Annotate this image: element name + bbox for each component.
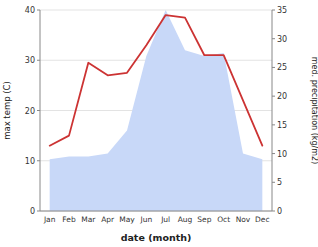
y2-tick-label: 35 (277, 6, 287, 15)
axis-line (40, 211, 272, 212)
y2-tick (272, 211, 275, 212)
grid-line (40, 10, 272, 11)
x-tick-label: Sep (197, 215, 211, 224)
x-tick-label: Dec (255, 215, 270, 224)
precipitation-area (50, 10, 263, 211)
x-tick-label: Apr (101, 215, 115, 224)
y2-axis-title: med. precipitation (kg/m2) (310, 57, 318, 164)
y-tick (37, 60, 40, 61)
y2-tick-label: 25 (277, 63, 287, 72)
y-tick (37, 110, 40, 111)
y-axis-title: max temp (C) (2, 81, 12, 140)
y-tick-label: 30 (25, 56, 35, 65)
y2-tick (272, 38, 275, 39)
grid (40, 10, 272, 211)
x-tick-label: Aug (178, 215, 193, 224)
y-tick-label: 40 (25, 6, 35, 15)
x-tick-label: May (119, 215, 135, 224)
y2-tick (272, 182, 275, 183)
x-tick-label: Mar (81, 215, 96, 224)
y2-tick (272, 153, 275, 154)
y2-tick (272, 67, 275, 68)
y-tick (37, 211, 40, 212)
y2-tick-label: 15 (277, 121, 287, 130)
chart: 0 10 20 30 40 0 5 10 15 20 25 30 35 Jan Feb Mar Apr May Ju… (0, 0, 318, 247)
y-tick-label: 10 (25, 157, 35, 166)
y2-tick-label: 20 (277, 92, 287, 101)
x-tick-label: Jul (160, 215, 170, 224)
y2-tick (272, 96, 275, 97)
x-axis-title: date (month) (121, 232, 192, 243)
temperature-line (50, 15, 263, 146)
axis-line (272, 10, 273, 211)
y-tick-label: 0 (30, 207, 35, 216)
y2-tick-label: 30 (277, 35, 287, 44)
grid-line (40, 211, 272, 212)
y2-tick-label: 10 (277, 150, 287, 159)
x-tick-label: Oct (217, 215, 230, 224)
y2-tick (272, 124, 275, 125)
y-tick-label: 20 (25, 107, 35, 116)
x-tick-label: Jun (139, 215, 152, 224)
x-tick-label: Feb (62, 215, 76, 224)
y2-tick-label: 5 (277, 178, 282, 187)
x-tick-label: Jan (43, 215, 56, 224)
plot-data (50, 10, 263, 211)
y2-tick (272, 10, 275, 11)
axes: 0 10 20 30 40 0 5 10 15 20 25 30 35 Jan Feb Mar Apr May Ju… (25, 6, 287, 224)
x-tick-label: Nov (236, 215, 251, 224)
y-tick (37, 160, 40, 161)
y-tick (37, 10, 40, 11)
y2-tick-label: 0 (277, 207, 282, 216)
